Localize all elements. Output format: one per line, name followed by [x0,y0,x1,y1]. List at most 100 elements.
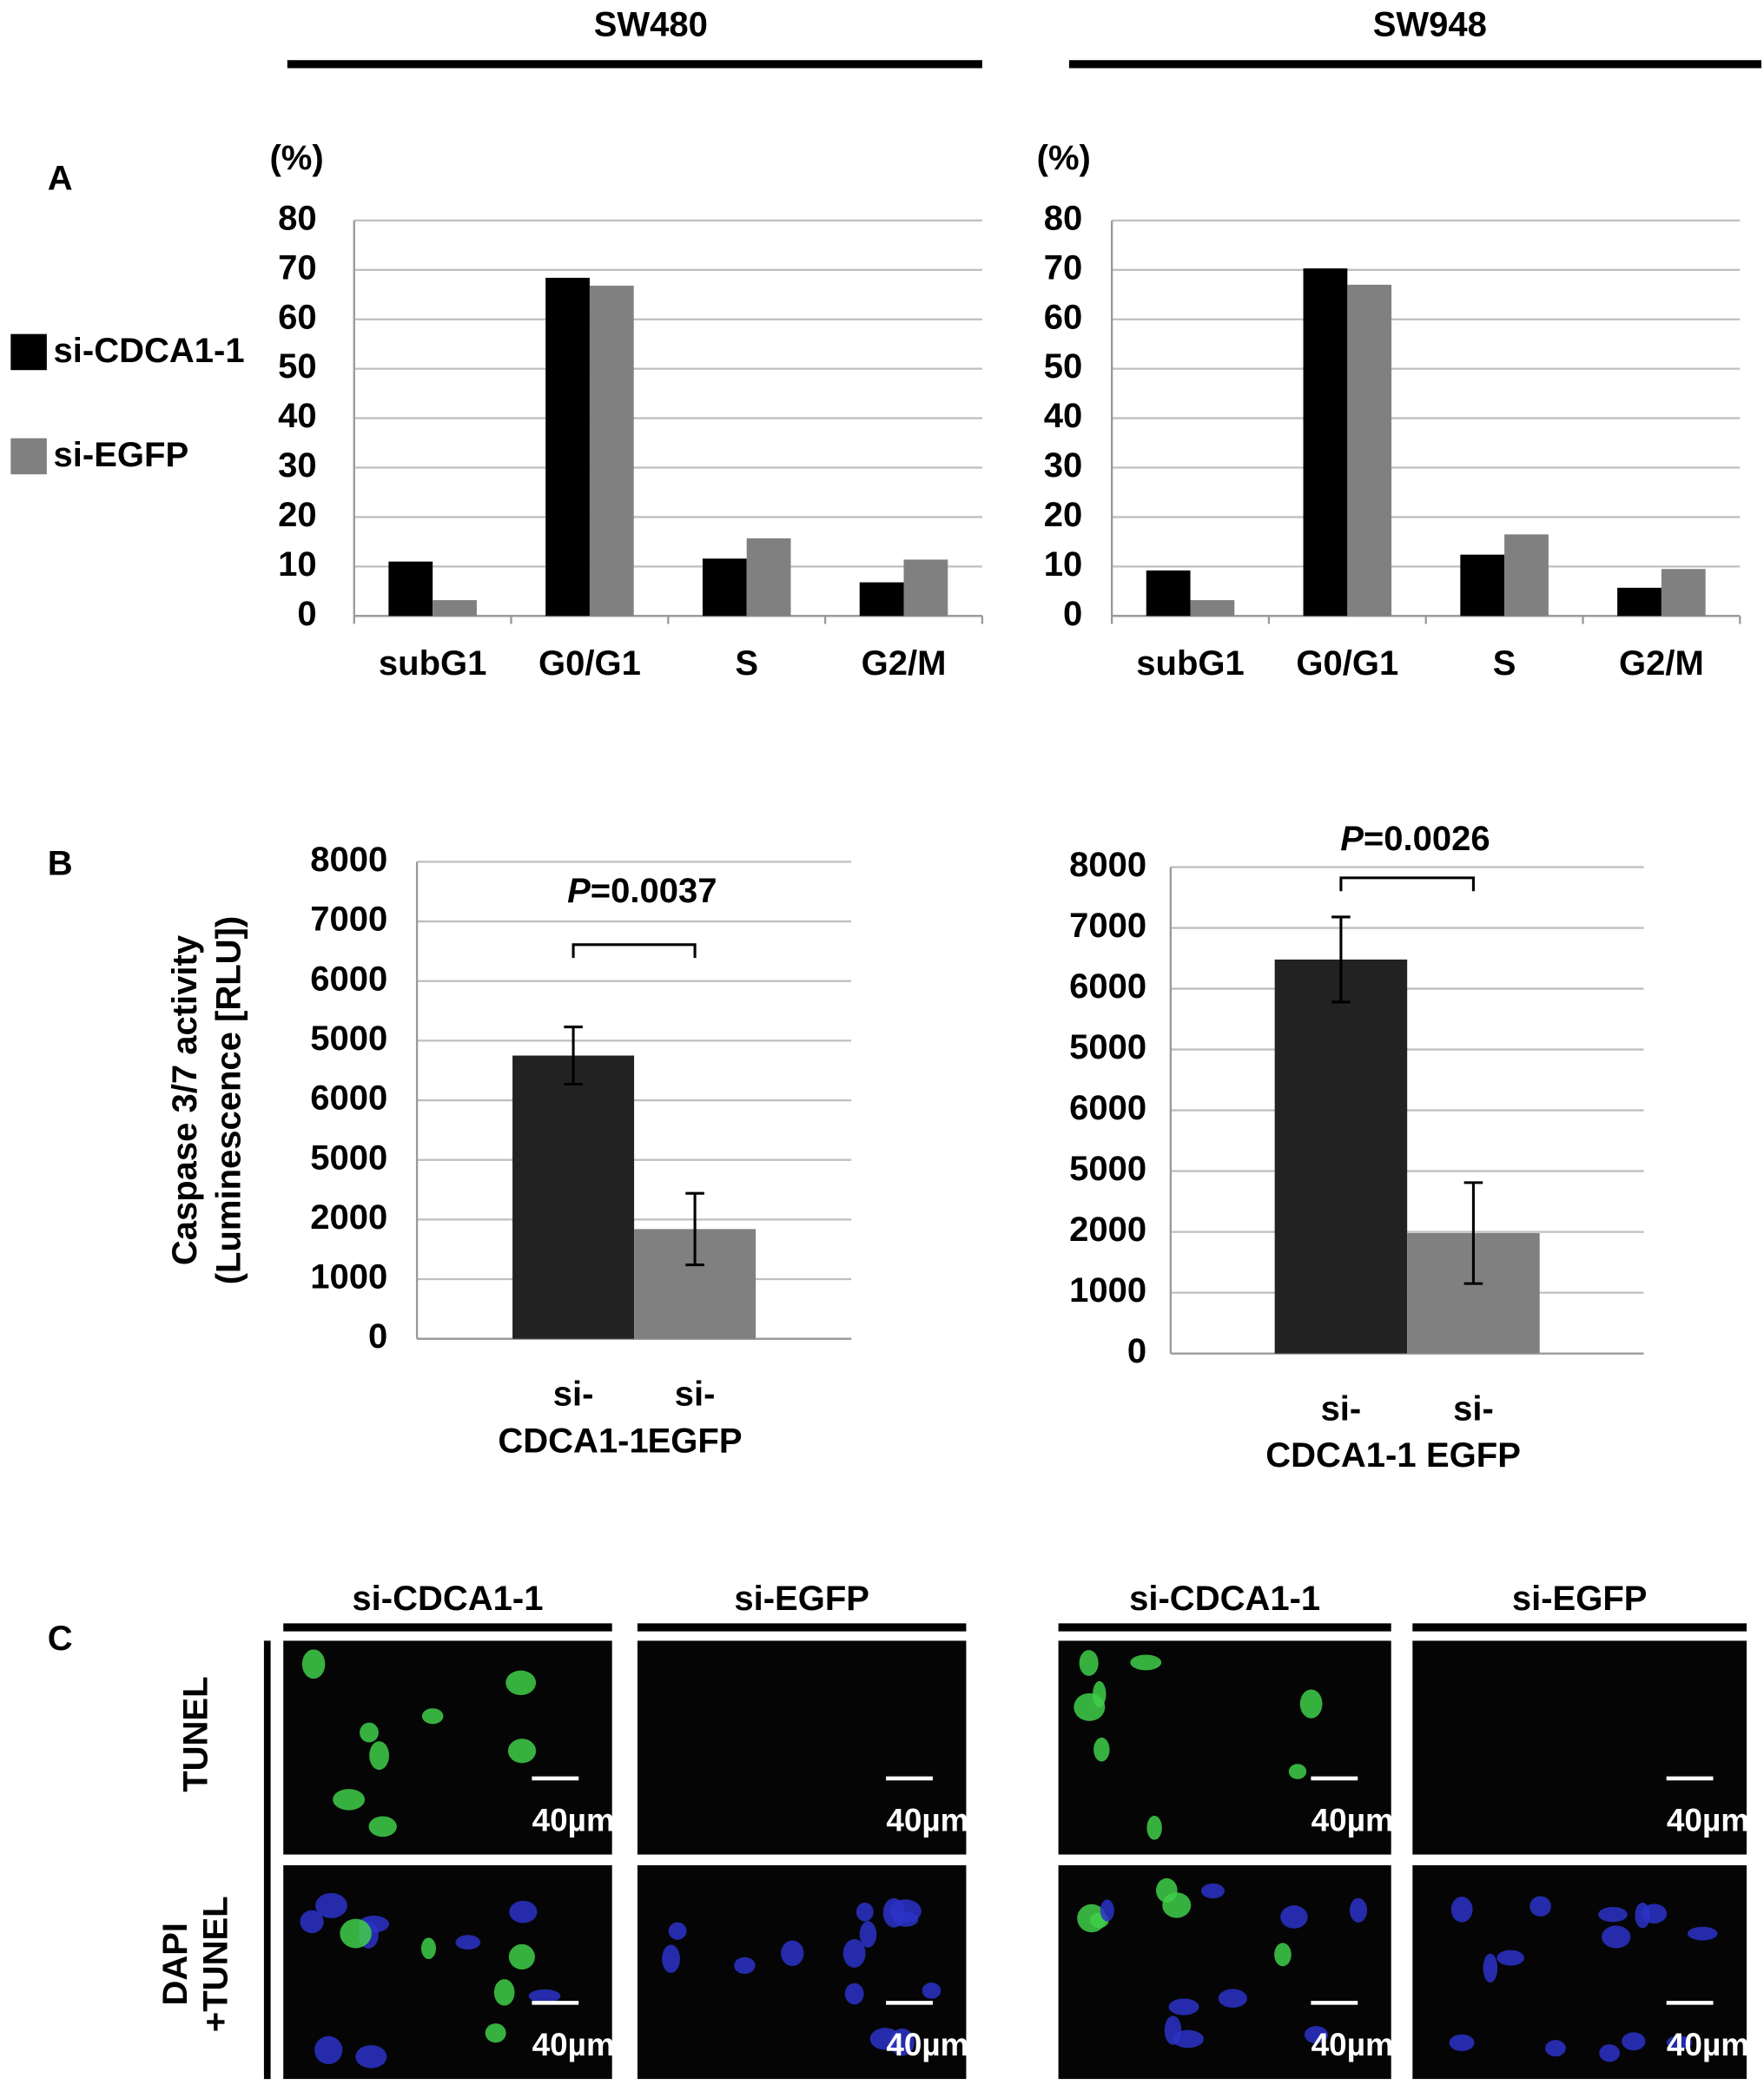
y-axis-label: (%) [1037,139,1091,177]
x-tick-label: subG1 [379,644,486,683]
x-tick-label: CDCA1-1 [498,1422,648,1460]
y-tick-label: 50 [278,347,317,386]
cell [301,1649,326,1679]
cell [1666,2036,1693,2050]
y-tick-label: 20 [278,496,317,534]
cell [333,1789,366,1811]
bar [433,600,477,617]
y-axis-label: Caspase 3/7 activity [166,934,204,1265]
cell [844,1983,864,2005]
cell [508,1943,535,1970]
y-tick-label: 8000 [1069,846,1146,884]
cell [340,1918,372,1949]
y-tick-label: 5000 [1069,1150,1146,1188]
bar [1460,554,1505,617]
cell [355,2045,387,2069]
y-tick-label: 5000 [310,1019,387,1058]
y-tick-label: 5000 [310,1138,387,1177]
x-tick-label: si- [553,1375,594,1413]
x-tick-label: G2/M [862,644,947,683]
cell [1100,1899,1114,1922]
bar [1347,284,1392,617]
y-tick-label: 30 [1044,446,1083,485]
annotation: P=0.0026 [1340,819,1490,857]
row-label: TUNEL [176,1676,215,1791]
cell [360,1722,379,1743]
cell [1545,2040,1566,2057]
scale-label: 40µm [532,1802,615,1838]
bar [903,559,948,617]
bar [1274,959,1408,1354]
cell [1496,1950,1524,1966]
y-tick-label: 0 [297,595,316,633]
cell [1641,1904,1668,1923]
y-tick-label: 50 [1044,347,1083,386]
cell [493,1979,515,2006]
y-tick-label: 10 [278,545,317,584]
bar [1504,534,1549,617]
y-tick-label: 2000 [310,1198,387,1237]
y-tick-label: 70 [278,248,317,287]
cell [300,1910,324,1934]
significance-bracket [1339,876,1475,892]
cell [368,1816,397,1838]
micrograph [283,1640,612,1855]
cell [528,1989,561,2003]
micrograph [1058,1640,1391,1855]
cell [485,2023,506,2043]
x-tick-label: subG1 [1136,644,1244,683]
y-tick-label: 20 [1044,496,1083,534]
cell [509,1900,538,1923]
cell [734,1956,756,1975]
column-label: si-EGFP [734,1580,869,1618]
micrograph [1058,1864,1391,2080]
y-tick-label: 6000 [1069,1089,1146,1127]
cell [369,1741,389,1771]
x-tick-label: S [735,644,758,683]
cell [1200,1883,1226,1899]
cell [856,1902,874,1922]
cell [505,1670,537,1696]
legend-swatch [10,333,47,371]
bar [1190,600,1235,617]
x-tick-label: G0/G1 [538,644,641,683]
scale-label: 40µm [1667,1802,1749,1838]
cell [668,1922,687,1940]
cell [1622,2032,1646,2051]
cell [1349,1897,1368,1923]
row-label: +TUNEL [196,1896,235,2032]
y-tick-label: 70 [1044,248,1083,287]
y-tick-label: 60 [278,298,317,336]
annotation-part: P [567,871,591,909]
header: SW948 [1373,5,1487,43]
cell [1168,1998,1199,2016]
bar [1661,569,1706,617]
cell [1687,1926,1718,1941]
y-tick-label: 6000 [310,960,387,998]
y-tick-label: 1000 [1069,1271,1146,1310]
cell [1299,1689,1323,1719]
y-tick-label: 0 [368,1317,387,1356]
cell [1529,1896,1551,1917]
scale-label: 40µm [886,2027,968,2062]
annotation-part: P [1340,819,1364,857]
cell [1450,1897,1473,1923]
y-tick-label: 40 [278,397,317,435]
x-tick-label: CDCA1-1 [1265,1436,1416,1475]
x-tick-label: EGFP [648,1422,743,1460]
legend-swatch [10,438,47,475]
cell [1304,2026,1328,2044]
cell [421,1937,436,1960]
cell [922,1982,941,1999]
bar [388,561,433,617]
y-axis-label: (Luminescence [RLU]) [210,916,248,1285]
cell [1274,1943,1292,1967]
y-tick-label: 8000 [310,841,387,879]
scale-label: 40µm [532,2027,615,2062]
bar [859,582,904,617]
y-tick-label: 40 [1044,397,1083,435]
cell [315,1892,347,1918]
y-tick-label: 10 [1044,545,1083,584]
legend-label: si-CDCA1-1 [54,332,245,370]
